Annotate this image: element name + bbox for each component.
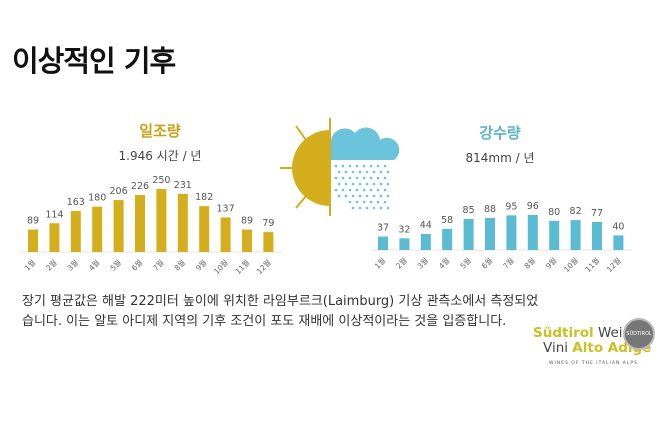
x-tick-label: 2월 xyxy=(393,255,408,270)
bar xyxy=(263,232,274,252)
data-label: 95 xyxy=(505,201,517,212)
x-tick-label: 10월 xyxy=(561,255,580,274)
sun-chart-subtitle: 1.946 시간 / 년 xyxy=(118,149,202,163)
bar xyxy=(156,189,167,252)
sun-chart-title: 일조량 xyxy=(139,122,181,140)
bar xyxy=(442,228,453,250)
data-label: 250 xyxy=(152,175,170,186)
bar xyxy=(463,219,474,250)
bar xyxy=(177,193,188,252)
x-tick-label: 3월 xyxy=(65,257,80,272)
data-label: 80 xyxy=(548,207,560,218)
data-label: 85 xyxy=(463,205,475,216)
x-tick-label: 8월 xyxy=(172,257,187,272)
bar xyxy=(92,206,103,252)
bar xyxy=(399,238,410,250)
data-label: 82 xyxy=(570,206,582,217)
data-label: 32 xyxy=(398,224,410,235)
x-tick-label: 8월 xyxy=(522,255,537,270)
x-tick-label: 10월 xyxy=(211,257,230,276)
data-label: 182 xyxy=(195,192,213,203)
x-tick-label: 11월 xyxy=(233,257,252,276)
x-tick-label: 6월 xyxy=(129,257,144,272)
x-tick-label: 6월 xyxy=(479,255,494,270)
bar xyxy=(220,217,231,252)
x-tick-label: 1월 xyxy=(22,257,37,272)
data-label: 58 xyxy=(441,215,453,226)
data-label: 40 xyxy=(612,221,624,232)
rain-chart-subtitle: 814mm / 년 xyxy=(465,151,535,165)
data-label: 89 xyxy=(27,216,39,227)
x-tick-label: 11월 xyxy=(583,255,602,274)
x-tick-label: 9월 xyxy=(543,255,558,270)
x-tick-label: 4월 xyxy=(436,255,451,270)
x-tick-label: 7월 xyxy=(500,255,515,270)
data-label: 77 xyxy=(591,208,603,219)
x-tick-label: 12월 xyxy=(254,257,273,276)
bar xyxy=(242,229,252,252)
bar xyxy=(199,206,210,252)
bar xyxy=(549,220,560,250)
bar xyxy=(613,235,624,250)
bar xyxy=(113,200,124,252)
data-label: 88 xyxy=(484,204,496,215)
data-label: 96 xyxy=(527,201,539,212)
x-tick-label: 12월 xyxy=(604,255,623,274)
sun-icon xyxy=(280,118,331,216)
rain-chart-title: 강수량 xyxy=(479,124,521,142)
bar xyxy=(135,195,145,252)
x-tick-label: 9월 xyxy=(193,257,208,272)
data-label: 44 xyxy=(420,220,432,231)
data-label: 226 xyxy=(131,181,149,192)
x-tick-label: 1월 xyxy=(372,255,387,270)
data-label: 163 xyxy=(67,197,85,208)
data-label: 37 xyxy=(377,223,389,234)
bar xyxy=(420,233,431,250)
logo: Südtirol Wein Vini Alto Adige WINES OF T… xyxy=(533,318,655,366)
bar xyxy=(506,215,517,250)
bar xyxy=(485,217,495,250)
rain-cloud-icon xyxy=(331,127,400,210)
data-label: 89 xyxy=(241,216,253,227)
x-tick-label: 2월 xyxy=(43,257,58,272)
x-tick-label: 3월 xyxy=(415,255,430,270)
data-label: 180 xyxy=(88,193,106,204)
data-label: 206 xyxy=(110,186,128,197)
bar xyxy=(378,236,388,250)
x-tick-label: 4월 xyxy=(86,257,101,272)
x-tick-label: 7월 xyxy=(150,257,165,272)
data-label: 137 xyxy=(217,203,235,214)
bar xyxy=(49,223,60,252)
description-text: 장기 평균값은 해발 222미터 높이에 위치한 라임부르크(Laimburg)… xyxy=(22,294,539,329)
bar xyxy=(70,210,81,252)
bar xyxy=(527,215,538,250)
page-title: 이상적인 기후 xyxy=(12,44,176,78)
x-tick-label: 5월 xyxy=(458,255,473,270)
data-label: 79 xyxy=(262,218,274,229)
data-label: 114 xyxy=(45,209,63,220)
bar xyxy=(570,220,581,250)
bar xyxy=(28,229,38,252)
bar xyxy=(592,221,602,250)
data-label: 231 xyxy=(174,180,192,191)
x-tick-label: 5월 xyxy=(108,257,123,272)
